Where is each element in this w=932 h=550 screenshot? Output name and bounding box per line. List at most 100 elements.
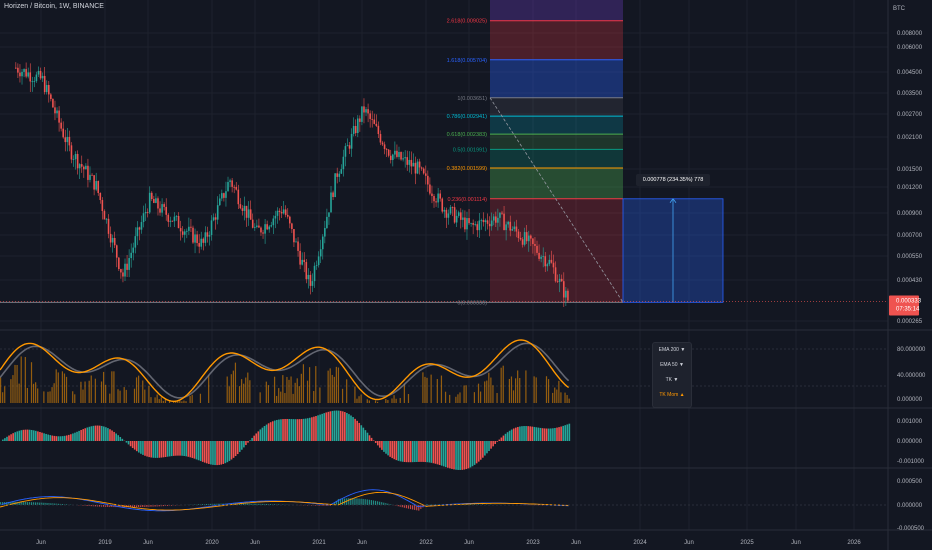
hist-bar-269: [554, 427, 556, 441]
candle-body-184: [394, 150, 396, 155]
osc-bar-111: [228, 386, 230, 403]
hist-bar-54: [111, 430, 113, 441]
macd-signal: [0, 491, 569, 511]
macd-bar-98: [201, 504, 204, 505]
last-price-value: 0.000333: [896, 299, 922, 305]
macd-bar-120: [247, 503, 249, 505]
macd-bar-123: [253, 503, 255, 505]
osc-bar-175: [360, 394, 362, 403]
osc-bar-249: [512, 390, 515, 403]
candle-body-65: [148, 192, 151, 213]
candle-body-95: [210, 220, 213, 236]
hist-bar-225: [463, 441, 466, 470]
hist-bar-261: [537, 427, 540, 441]
hist-bar-123: [253, 435, 255, 441]
hist-bar-194: [399, 441, 402, 462]
candle-body-160: [344, 146, 347, 157]
candle-body-163: [350, 133, 353, 149]
macd-bar-22: [45, 502, 47, 505]
macd-bar-169: [348, 498, 350, 505]
hist-bar-84: [173, 441, 175, 456]
y-tick-5: 0.002100: [897, 135, 923, 141]
candle-body-189: [404, 157, 406, 159]
osc-bar-276: [568, 398, 570, 403]
osc-bar-218: [449, 394, 451, 403]
osc-bar-146: [300, 373, 302, 403]
hist-bar-97: [199, 441, 202, 462]
hist-bar-71: [146, 441, 148, 457]
popup-item-tk-mom[interactable]: TK Mom ▲: [659, 392, 685, 398]
osc-bar-255: [525, 370, 527, 403]
hist-bar-64: [131, 441, 134, 448]
popup-item-ema200[interactable]: EMA 200 ▼: [658, 347, 686, 353]
candle-body-220: [468, 218, 470, 224]
hist-bar-228: [469, 441, 472, 468]
hist-bar-189: [389, 441, 391, 457]
candle-body-30: [76, 153, 79, 169]
indicator-legend-popup[interactable]: EMA 200 ▼ EMA 50 ▼ TK ▼ TK Mom ▲: [652, 342, 692, 408]
candle-body-182: [389, 155, 392, 161]
osc-bar-89: [183, 400, 185, 403]
macd-bar-171: [352, 498, 354, 505]
hist-bar-23: [47, 434, 49, 441]
osc-bar-194: [399, 397, 401, 403]
hist-bar-48: [98, 425, 101, 441]
macd-bar-104: [214, 503, 216, 505]
hist-bar-139: [286, 418, 288, 441]
macd-bar-198: [407, 505, 410, 509]
candle-body-212: [451, 207, 454, 208]
candle-body-42: [101, 200, 104, 212]
candle-body-154: [332, 192, 334, 198]
candle-body-14: [43, 75, 46, 93]
hist-bar-204: [420, 441, 422, 462]
osc-bar-225: [463, 385, 465, 403]
popup-item-ema50[interactable]: EMA 50 ▼: [660, 362, 684, 368]
osc-bar-41: [84, 381, 86, 403]
hist-bar-251: [517, 426, 519, 441]
macd-bar-124: [255, 503, 257, 505]
hist-bar-243: [500, 437, 503, 441]
hist-bar-99: [203, 441, 206, 463]
macd-bar-127: [261, 503, 263, 505]
hist-bar-55: [113, 431, 115, 441]
macd-bar-78: [160, 505, 162, 507]
osc-bar-164: [337, 367, 340, 403]
osc-bar-168: [346, 379, 348, 403]
candle-body-34: [85, 165, 87, 170]
candle-body-121: [264, 224, 266, 234]
macd-bar-101: [208, 503, 210, 505]
osc-bar-119: [245, 377, 247, 403]
candle-body-268: [567, 290, 569, 301]
hist-bar-171: [352, 417, 354, 441]
candle-body-169: [363, 106, 365, 113]
osc-bar-172: [354, 386, 356, 403]
hist-bar-29: [59, 436, 62, 441]
osc-bar-23: [47, 391, 49, 403]
candle-body-152: [328, 212, 330, 217]
macd-bar-122: [251, 503, 253, 505]
macd-bar-197: [405, 505, 408, 509]
osc-bar-113: [232, 370, 234, 403]
macd-bar-121: [249, 503, 251, 505]
y-tick-6: 0.001500: [897, 167, 923, 173]
macd-bar-4: [8, 501, 10, 505]
hist-bar-186: [383, 441, 385, 452]
candle-body-11: [37, 70, 40, 75]
osc-bar-57: [117, 389, 119, 403]
popup-item-tk[interactable]: TK ▼: [665, 377, 679, 383]
hist-bar-83: [170, 441, 173, 457]
hist-bar-218: [449, 441, 451, 469]
y-tick-9: 0.000700: [897, 233, 923, 239]
osc-bar-117: [241, 379, 243, 403]
candle-body-35: [87, 165, 89, 180]
hist-bar-121: [249, 440, 251, 441]
macd-bar-19: [39, 502, 41, 505]
osc-bar-142: [292, 393, 294, 403]
hist-bar-53: [109, 429, 111, 441]
candle-body-156: [336, 173, 338, 177]
candle-body-243: [515, 226, 518, 232]
osc-bar-60: [123, 387, 125, 403]
candle-body-206: [439, 193, 441, 199]
candle-body-261: [552, 262, 555, 268]
